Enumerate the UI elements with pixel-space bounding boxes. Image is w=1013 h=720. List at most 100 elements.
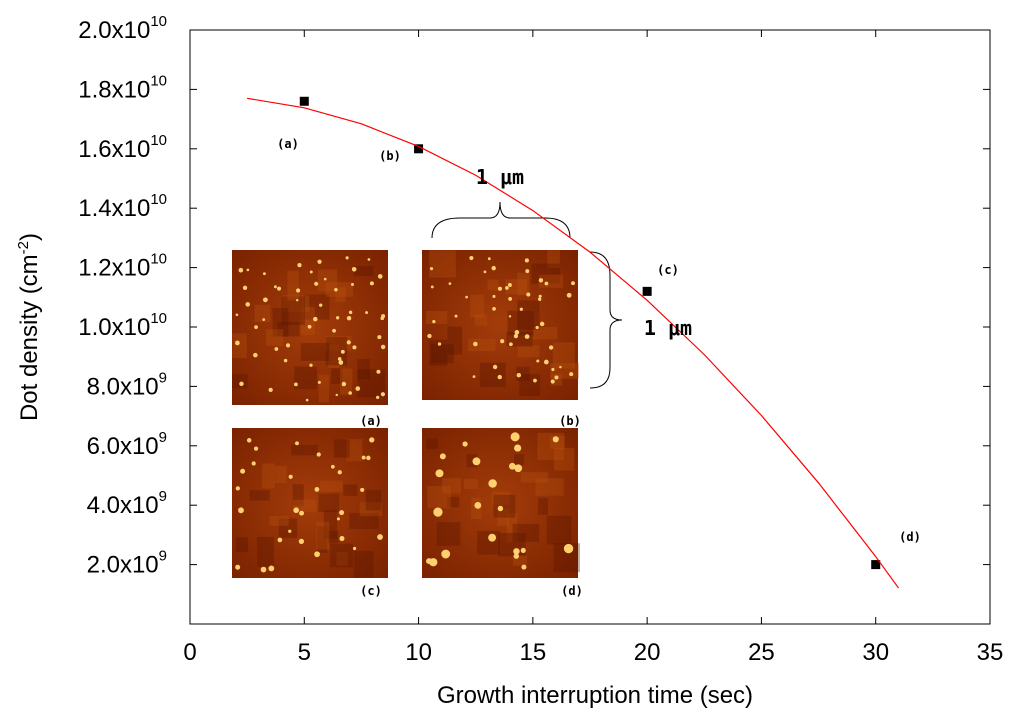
afm-dot bbox=[288, 474, 293, 479]
afm-dot bbox=[491, 265, 496, 271]
afm-texture bbox=[333, 439, 350, 458]
afm-dot bbox=[524, 334, 530, 339]
afm-dot bbox=[538, 294, 542, 298]
afm-texture bbox=[272, 307, 289, 337]
afm-dot bbox=[339, 536, 345, 542]
afm-dot bbox=[548, 345, 554, 350]
afm-dot bbox=[432, 319, 436, 324]
afm-texture bbox=[357, 369, 386, 398]
afm-dot bbox=[299, 510, 304, 516]
y-tick-label-sup: 9 bbox=[159, 548, 167, 565]
afm-dot bbox=[377, 534, 383, 540]
afm-dot bbox=[339, 510, 345, 516]
y-tick-label-sup: 10 bbox=[150, 13, 167, 30]
afm-texture bbox=[343, 484, 358, 496]
afm-dot bbox=[336, 517, 340, 521]
afm-dot bbox=[314, 551, 320, 558]
afm-texture bbox=[316, 526, 328, 553]
afm-texture bbox=[254, 304, 271, 323]
afm-dot bbox=[488, 479, 497, 488]
afm-texture bbox=[275, 465, 287, 484]
afm-texture bbox=[277, 321, 300, 337]
y-axis-label-text: Dot density (cm bbox=[16, 254, 43, 421]
afm-dot bbox=[514, 330, 520, 335]
afm-dot bbox=[341, 381, 347, 387]
afm-dot bbox=[427, 333, 432, 339]
afm-texture bbox=[232, 333, 247, 359]
afm-texture bbox=[447, 326, 463, 355]
afm-dot bbox=[497, 505, 504, 512]
bracket bbox=[589, 251, 623, 389]
afm-dot bbox=[448, 282, 452, 285]
afm-dot bbox=[510, 432, 520, 442]
afm-texture bbox=[447, 496, 460, 508]
y-tick-label: 1.6x1010 bbox=[78, 132, 167, 163]
afm-dot bbox=[295, 441, 299, 446]
afm-texture bbox=[547, 250, 560, 269]
afm-texture bbox=[498, 532, 526, 557]
afm-dot bbox=[469, 255, 474, 261]
afm-dot bbox=[429, 267, 434, 271]
afm-dot bbox=[472, 457, 481, 466]
afm-texture bbox=[505, 279, 528, 295]
data-point bbox=[871, 560, 881, 570]
afm-texture bbox=[282, 295, 310, 312]
afm-dot bbox=[334, 288, 338, 292]
point-label: (b) bbox=[379, 149, 401, 163]
afm-dot bbox=[294, 382, 298, 387]
afm-texture bbox=[474, 314, 488, 326]
afm-texture bbox=[318, 493, 340, 513]
data-point bbox=[642, 286, 652, 296]
afm-dot bbox=[238, 267, 244, 273]
afm-dot bbox=[535, 325, 539, 330]
x-tick-label: 5 bbox=[298, 639, 311, 666]
afm-dot bbox=[429, 558, 438, 567]
afm-texture bbox=[467, 338, 496, 352]
point-label: (d) bbox=[899, 530, 921, 544]
x-tick-label: 15 bbox=[520, 639, 547, 666]
afm-texture bbox=[516, 366, 530, 381]
afm-texture bbox=[426, 311, 448, 324]
afm-dot bbox=[539, 321, 545, 327]
afm-dot bbox=[251, 461, 256, 466]
y-tick-label-base: 1.8x10 bbox=[78, 76, 150, 103]
afm-dot bbox=[288, 529, 292, 533]
afm-dot bbox=[441, 549, 451, 559]
afm-dot bbox=[474, 502, 482, 509]
afm-dot bbox=[268, 387, 273, 392]
inset-label: (a) bbox=[360, 414, 382, 428]
afm-dot bbox=[314, 487, 320, 492]
y-tick-label-sup: 9 bbox=[159, 369, 167, 386]
afm-texture bbox=[520, 472, 548, 483]
afm-dot bbox=[262, 318, 266, 322]
afm-dot bbox=[314, 281, 319, 286]
afm-texture bbox=[325, 282, 354, 297]
afm-texture bbox=[257, 536, 274, 567]
y-tick-label-sup: 10 bbox=[150, 251, 167, 268]
afm-dot bbox=[508, 315, 512, 318]
y-tick-label: 1.0x1010 bbox=[78, 310, 167, 341]
y-tick-label: 1.4x1010 bbox=[78, 191, 167, 222]
afm-dot bbox=[317, 259, 322, 264]
afm-dot bbox=[554, 375, 559, 380]
inset-label: (b) bbox=[559, 414, 581, 428]
afm-dot bbox=[246, 438, 252, 443]
afm-dot bbox=[559, 365, 562, 369]
y-tick-label: 8.0x109 bbox=[87, 369, 167, 400]
afm-texture bbox=[300, 343, 330, 361]
afm-dot bbox=[235, 313, 239, 317]
inset-label: (c) bbox=[360, 584, 382, 598]
afm-dot bbox=[492, 306, 496, 311]
afm-texture bbox=[291, 444, 318, 456]
afm-texture bbox=[537, 432, 565, 461]
y-tick-label-base: 2.0x10 bbox=[78, 17, 150, 44]
afm-dot bbox=[350, 282, 354, 286]
y-tick-label-base: 4.0x10 bbox=[87, 492, 159, 519]
afm-texture bbox=[318, 269, 338, 292]
y-axis-label-sup: -2 bbox=[15, 241, 32, 254]
afm-dot bbox=[254, 325, 258, 329]
afm-dot bbox=[346, 340, 351, 345]
afm-texture bbox=[512, 555, 527, 566]
afm-texture bbox=[506, 513, 518, 543]
afm-dot bbox=[380, 316, 385, 321]
